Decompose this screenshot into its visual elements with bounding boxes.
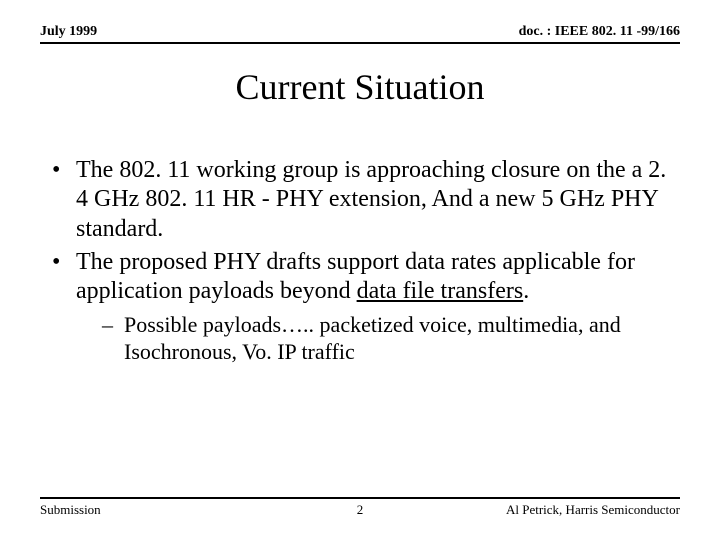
header-doc-id: doc. : IEEE 802. 11 -99/166 [519, 24, 680, 40]
slide-title: Current Situation [0, 66, 720, 108]
bullet-list: The 802. 11 working group is approaching… [50, 156, 670, 366]
footer-page-number: 2 [357, 502, 364, 518]
bullet-item: The proposed PHY drafts support data rat… [50, 248, 670, 366]
slide-header: July 1999 doc. : IEEE 802. 11 -99/166 [0, 0, 720, 40]
footer-left: Submission [40, 502, 101, 518]
bullet-text: The 802. 11 working group is approaching… [76, 157, 666, 242]
sub-bullet-text: Possible payloads….. packetized voice, m… [124, 312, 621, 364]
header-date: July 1999 [40, 24, 97, 40]
slide-footer: Submission 2 Al Petrick, Harris Semicond… [0, 497, 720, 518]
footer-right: Al Petrick, Harris Semiconductor [506, 502, 680, 518]
bullet-text-pre: The proposed PHY drafts support data rat… [76, 249, 635, 304]
footer-rule [40, 497, 680, 499]
sub-bullet-list: Possible payloads….. packetized voice, m… [76, 312, 670, 366]
bullet-item: The 802. 11 working group is approaching… [50, 156, 670, 244]
bullet-text-underline: data file transfers [357, 278, 524, 304]
sub-bullet-item: Possible payloads….. packetized voice, m… [102, 312, 670, 366]
header-rule [40, 42, 680, 44]
slide-body: The 802. 11 working group is approaching… [50, 156, 670, 366]
bullet-text-post: . [523, 278, 529, 304]
